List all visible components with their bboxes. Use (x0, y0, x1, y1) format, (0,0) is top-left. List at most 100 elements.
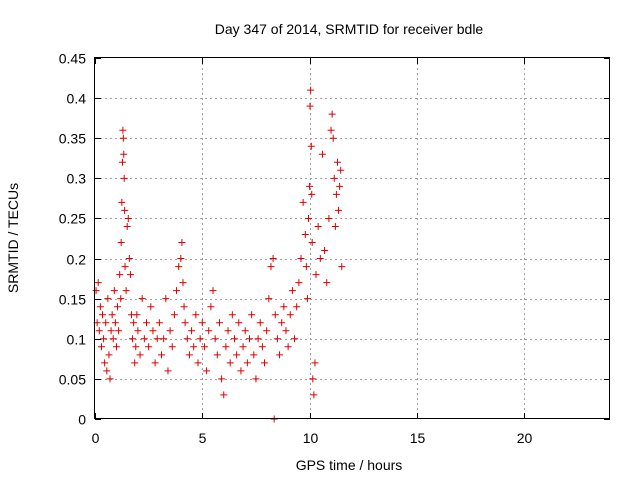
data-point (265, 295, 273, 303)
data-point (218, 375, 226, 383)
data-point (175, 263, 183, 271)
data-point (110, 287, 118, 295)
data-point (183, 335, 191, 343)
data-point (336, 182, 344, 190)
data-point (310, 391, 318, 399)
data-point (130, 319, 138, 327)
y-tick-label: 0.25 (59, 211, 86, 227)
data-point (122, 287, 130, 295)
data-point (115, 327, 123, 335)
data-point (293, 303, 301, 311)
data-point (116, 271, 124, 279)
data-point (131, 359, 139, 367)
data-point (145, 343, 153, 351)
data-point (177, 255, 185, 263)
data-point (188, 327, 196, 335)
data-point (166, 327, 174, 335)
data-point (332, 190, 340, 198)
data-point (104, 295, 112, 303)
data-point (337, 166, 345, 174)
data-point (198, 319, 206, 327)
data-point (311, 359, 319, 367)
data-point (308, 190, 316, 198)
data-point (97, 343, 105, 351)
data-point (280, 303, 288, 311)
data-point (261, 359, 269, 367)
data-point (123, 222, 131, 230)
axis-ticks (95, 58, 610, 420)
data-point (111, 319, 119, 327)
data-point (136, 351, 144, 359)
chart-title: Day 347 of 2014, SRMTID for receiver bdl… (215, 21, 484, 37)
y-tick-label: 0.35 (59, 131, 86, 147)
data-point (153, 335, 161, 343)
data-point (301, 230, 309, 238)
data-point (316, 255, 324, 263)
data-point (119, 134, 127, 142)
data-point (133, 311, 141, 319)
data-point (302, 263, 310, 271)
data-point (168, 343, 176, 351)
data-point (125, 255, 133, 263)
data-point (185, 351, 193, 359)
data-point (105, 351, 113, 359)
data-point (243, 359, 251, 367)
data-point (179, 279, 187, 287)
data-point (308, 239, 316, 247)
data-point (192, 311, 200, 319)
data-point (250, 351, 258, 359)
data-point (164, 367, 172, 375)
x-tick-label: 0 (92, 430, 100, 446)
data-point (151, 359, 159, 367)
data-point (99, 311, 107, 319)
data-point (306, 102, 314, 110)
data-point (299, 198, 307, 206)
data-point (258, 343, 266, 351)
data-point (321, 247, 329, 255)
data-point (173, 287, 181, 295)
x-tick-label: 15 (410, 430, 426, 446)
data-point (267, 263, 275, 271)
data-point (328, 110, 336, 118)
data-point (178, 239, 186, 247)
y-axis-title: SRMTID / TECUs (5, 183, 21, 293)
data-point (254, 335, 262, 343)
data-point (235, 319, 243, 327)
y-tick-label: 0.2 (67, 252, 87, 268)
y-tick-label: 0 (78, 412, 86, 428)
data-point (333, 158, 341, 166)
data-point (107, 327, 115, 335)
data-point (338, 263, 346, 271)
data-point (134, 327, 142, 335)
data-point (118, 198, 126, 206)
data-point (222, 343, 230, 351)
data-point (282, 327, 290, 335)
data-point (213, 351, 221, 359)
data-point (303, 295, 311, 303)
data-point (211, 335, 219, 343)
data-point (215, 319, 223, 327)
data-point (190, 343, 198, 351)
data-point (297, 255, 305, 263)
data-point (209, 287, 217, 295)
data-point (155, 319, 163, 327)
data-point (309, 375, 317, 383)
data-point (147, 303, 155, 311)
data-point (109, 335, 117, 343)
data-point (273, 335, 281, 343)
data-point (196, 335, 204, 343)
data-point (120, 174, 128, 182)
data-point (291, 335, 299, 343)
x-axis-title: GPS time / hours (296, 457, 403, 473)
data-point (158, 351, 166, 359)
y-tick-label: 0.45 (59, 51, 86, 67)
data-point (331, 222, 339, 230)
data-point (180, 303, 188, 311)
data-point (162, 295, 170, 303)
data-point (327, 126, 335, 134)
data-point (269, 255, 277, 263)
data-point (237, 367, 245, 375)
data-point (295, 279, 303, 287)
